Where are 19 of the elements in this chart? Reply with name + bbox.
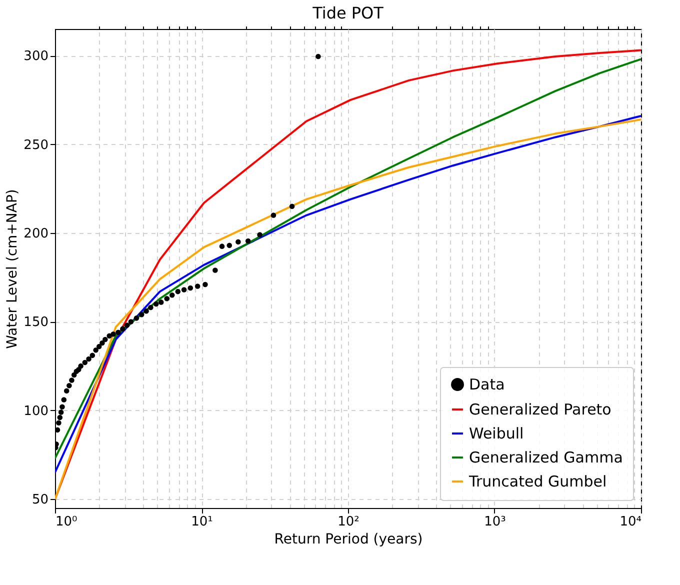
x-tick-label: 10⁰	[56, 514, 78, 530]
y-tick-label: 100	[24, 404, 48, 419]
x-tick-label: 10¹	[191, 514, 213, 530]
y-axis-title: Water Level (cm+NAP)	[4, 189, 21, 349]
x-tick-label: 10³	[484, 514, 506, 530]
x-tick-label: 10⁴	[620, 514, 642, 530]
x-tick-label: 10²	[338, 514, 360, 530]
y-tick-label: 300	[24, 49, 48, 64]
y-tick-label: 200	[24, 226, 48, 242]
x-axis-title: Return Period (years)	[274, 532, 423, 548]
y-tick-label: 250	[24, 138, 48, 153]
legend-label: Weibull	[469, 424, 524, 442]
y-tick-label: 150	[24, 315, 48, 330]
chart-title: Tide POT	[312, 4, 384, 22]
legend-label: Data	[469, 376, 505, 394]
y-tick-label: 50	[32, 492, 48, 508]
legend-label: Generalized Pareto	[469, 400, 612, 418]
legend-label: Truncated Gumbel	[468, 472, 607, 490]
legend-label: Generalized Gamma	[469, 448, 623, 466]
